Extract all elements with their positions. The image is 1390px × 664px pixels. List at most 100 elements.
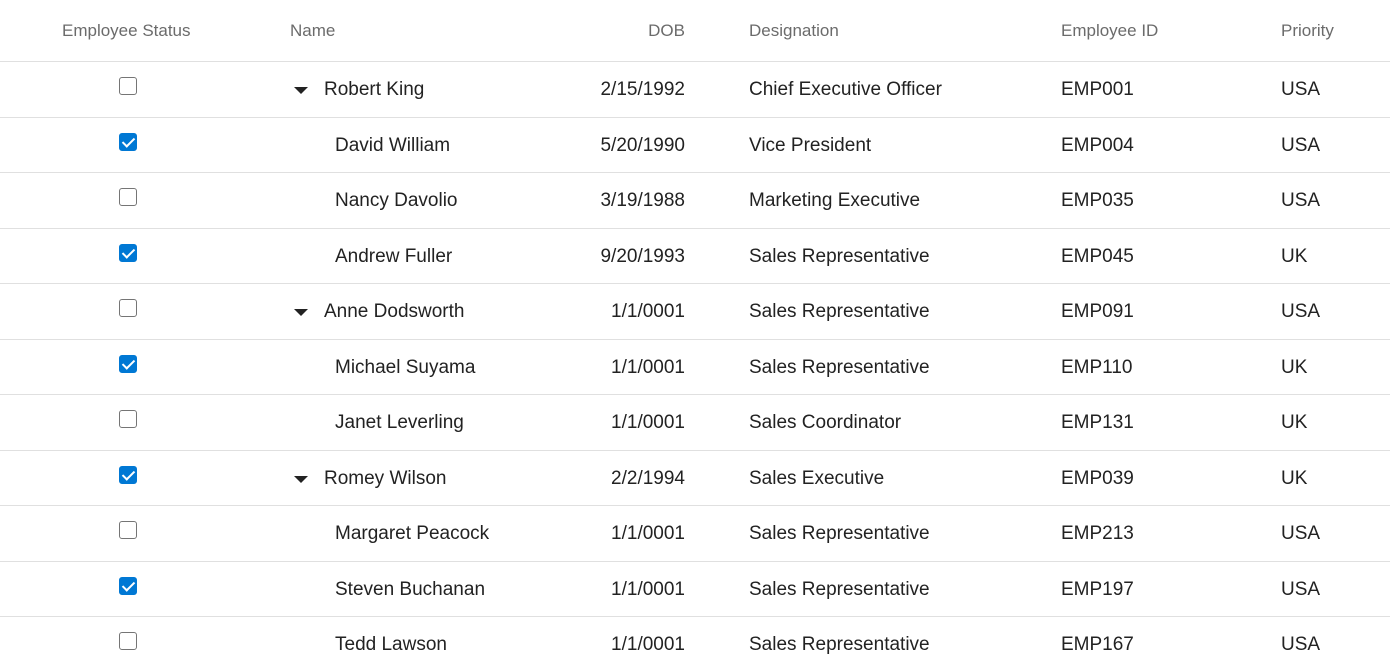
employee-id-cell: EMP001 (1061, 79, 1134, 100)
designation-cell: Marketing Executive (749, 190, 921, 211)
table-row[interactable]: Romey Wilson 2/2/1994 Sales Executive EMP03… (0, 451, 1390, 506)
employee-status-cell (119, 410, 137, 430)
column-header-priority[interactable]: Priority (1281, 21, 1334, 40)
table-row[interactable]: Nancy Davolio 3/19/1988 Marketing Executiv… (0, 173, 1390, 229)
employee-id-cell: EMP167 (1061, 634, 1134, 655)
designation-cell: Chief Executive Officer (749, 79, 942, 100)
designation-cell: Sales Representative (749, 245, 930, 267)
employee-status-checkbox[interactable] (119, 632, 137, 650)
employee-id-cell: EMP045 (1061, 245, 1134, 267)
employee-id-cell: EMP035 (1061, 190, 1134, 211)
employee-status-checkbox-checked[interactable] (119, 132, 137, 151)
priority-cell: UK (1281, 467, 1308, 489)
column-header-designation[interactable]: Designation (749, 21, 839, 40)
employee-id-cell: EMP131 (1061, 412, 1134, 433)
employee-status-cell (119, 77, 137, 97)
priority-cell: UK (1281, 412, 1308, 433)
priority-cell: USA (1281, 578, 1321, 600)
employee-status-cell (119, 632, 137, 652)
dob-cell: 9/20/1993 (600, 245, 685, 267)
table-row[interactable]: Steven Buchanan 1/1/0001 Sales Representat… (0, 562, 1390, 617)
expand-collapse-icon[interactable] (294, 309, 308, 316)
table-row[interactable]: Margaret Peacock 1/1/0001 Sales Representa… (0, 506, 1390, 562)
name-cell: Andrew Fuller (335, 245, 453, 267)
dob-cell: 2/2/1994 (611, 467, 685, 489)
table-row[interactable]: Anne Dodsworth 1/1/0001 Sales Representati… (0, 284, 1390, 340)
table-row[interactable]: Janet Leverling 1/1/0001 Sales Coordinator… (0, 395, 1390, 451)
name-cell: Janet Leverling (335, 412, 464, 433)
priority-cell: USA (1281, 190, 1321, 211)
employee-status-checkbox[interactable] (119, 410, 137, 428)
designation-cell: Sales Representative (749, 301, 930, 322)
employee-status-checkbox[interactable] (119, 521, 137, 539)
dob-cell: 1/1/0001 (611, 523, 685, 544)
priority-cell: USA (1281, 523, 1321, 544)
employee-status-checkbox-checked[interactable] (119, 243, 137, 262)
name-cell: Margaret Peacock (335, 523, 490, 544)
name-cell: Anne Dodsworth (324, 301, 465, 322)
table-row[interactable]: Michael Suyama 1/1/0001 Sales Representati… (0, 340, 1390, 395)
priority-cell: USA (1281, 79, 1321, 100)
employee-status-cell (119, 243, 137, 264)
employee-status-cell (119, 188, 137, 208)
name-cell: Robert King (324, 79, 425, 100)
priority-cell: UK (1281, 245, 1308, 267)
grid-body: Robert King 2/15/1992 Chief Executive Offi… (0, 62, 1390, 664)
dob-cell: 3/19/1988 (600, 190, 685, 211)
employee-id-cell: EMP197 (1061, 578, 1134, 600)
name-cell: Nancy Davolio (335, 190, 458, 211)
dob-cell: 1/1/0001 (611, 301, 685, 322)
employee-status-checkbox[interactable] (119, 188, 137, 206)
dob-cell: 1/1/0001 (611, 578, 685, 600)
column-header-employee-status[interactable]: Employee Status (62, 21, 191, 40)
column-header-dob[interactable]: DOB (648, 21, 685, 40)
employee-id-cell: EMP039 (1061, 467, 1134, 489)
dob-cell: 1/1/0001 (611, 412, 685, 433)
grid-header: Employee Status Name DOB Designation Emp… (0, 0, 1390, 62)
table-row[interactable]: David William 5/20/1990 Vice President EMP0… (0, 118, 1390, 173)
employee-status-cell (119, 299, 137, 319)
expand-collapse-icon[interactable] (294, 87, 308, 94)
name-cell: Romey Wilson (324, 467, 447, 489)
designation-cell: Sales Representative (749, 523, 930, 544)
priority-cell: USA (1281, 301, 1321, 322)
employee-id-cell: EMP091 (1061, 301, 1134, 322)
table-row[interactable]: Andrew Fuller 9/20/1993 Sales Representati… (0, 229, 1390, 284)
employee-status-cell (119, 354, 137, 375)
priority-cell: USA (1281, 634, 1321, 655)
expand-collapse-icon[interactable] (294, 475, 308, 483)
column-header-name[interactable]: Name (290, 21, 336, 40)
employee-status-cell (119, 521, 137, 541)
employee-id-cell: EMP004 (1061, 134, 1134, 156)
employee-status-checkbox-checked[interactable] (119, 576, 137, 595)
employee-status-cell (119, 465, 137, 486)
employee-id-cell: EMP213 (1061, 523, 1134, 544)
employee-id-cell: EMP110 (1061, 356, 1133, 378)
dob-cell: 1/1/0001 (611, 356, 685, 378)
employee-status-checkbox[interactable] (119, 299, 137, 317)
employee-status-cell (119, 576, 137, 597)
column-header-employee-id[interactable]: Employee ID (1061, 21, 1159, 40)
table-row[interactable]: Robert King 2/15/1992 Chief Executive Offi… (0, 62, 1390, 118)
designation-cell: Sales Representative (749, 578, 930, 600)
name-cell: Steven Buchanan (335, 578, 486, 600)
employee-status-checkbox[interactable] (119, 77, 137, 95)
designation-cell: Sales Coordinator (749, 412, 902, 433)
designation-cell: Sales Representative (749, 356, 930, 378)
employee-status-checkbox-checked[interactable] (119, 465, 137, 484)
priority-cell: UK (1281, 356, 1308, 378)
designation-cell: Vice President (749, 134, 872, 156)
dob-cell: 2/15/1992 (600, 79, 685, 100)
dob-cell: 5/20/1990 (600, 134, 685, 156)
designation-cell: Sales Executive (749, 467, 885, 489)
employee-status-cell (119, 132, 137, 153)
name-cell: David William (335, 134, 451, 156)
employee-status-checkbox-checked[interactable] (119, 354, 137, 373)
name-cell: Michael Suyama (335, 356, 476, 378)
designation-cell: Sales Representative (749, 634, 930, 655)
dob-cell: 1/1/0001 (611, 634, 685, 655)
table-row[interactable]: Tedd Lawson 1/1/0001 Sales Representative E… (0, 617, 1390, 664)
name-cell: Tedd Lawson (335, 634, 447, 655)
priority-cell: USA (1281, 134, 1321, 156)
